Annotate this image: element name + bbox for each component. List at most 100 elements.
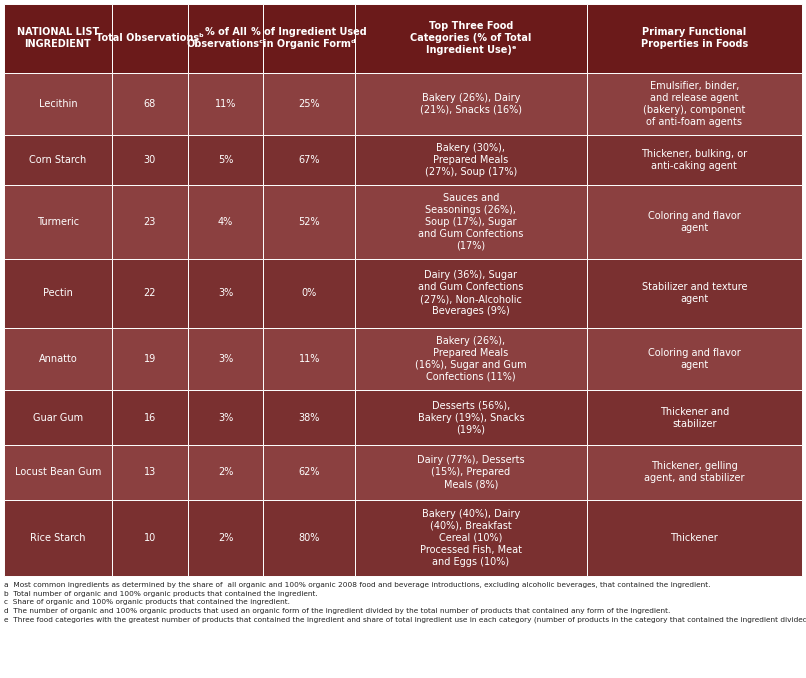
Text: 13: 13 — [143, 467, 156, 477]
Text: 30: 30 — [143, 155, 156, 165]
Bar — [112, 259, 188, 327]
Bar — [112, 135, 188, 184]
Text: Emulsifier, binder,
and release agent
(bakery), component
of anti-foam agents: Emulsifier, binder, and release agent (b… — [643, 81, 746, 127]
Text: 3%: 3% — [218, 412, 233, 422]
Bar — [112, 390, 188, 445]
Text: 2%: 2% — [218, 467, 233, 477]
Text: 4%: 4% — [218, 217, 233, 226]
Bar — [188, 445, 264, 500]
Text: d  The number of organic and 100% organic products that used an organic form of : d The number of organic and 100% organic… — [4, 608, 671, 614]
Bar — [355, 390, 587, 445]
Text: 10: 10 — [143, 533, 156, 543]
Text: Corn Starch: Corn Starch — [29, 155, 86, 165]
Bar — [355, 73, 587, 135]
Text: c  Share of organic and 100% organic products that contained the ingredient.: c Share of organic and 100% organic prod… — [4, 599, 290, 605]
Bar — [112, 327, 188, 390]
Bar — [587, 259, 802, 327]
Text: 80%: 80% — [298, 533, 320, 543]
Bar — [188, 500, 264, 576]
Text: e  Three food categories with the greatest number of products that contained the: e Three food categories with the greates… — [4, 617, 806, 623]
Text: 52%: 52% — [298, 217, 320, 226]
Text: Bakery (26%),
Prepared Meals
(16%), Sugar and Gum
Confections (11%): Bakery (26%), Prepared Meals (16%), Suga… — [415, 336, 526, 382]
Bar — [188, 259, 264, 327]
Text: 3%: 3% — [218, 354, 233, 364]
Text: 22: 22 — [143, 288, 156, 298]
Bar — [188, 390, 264, 445]
Bar — [355, 327, 587, 390]
Text: % of All
Observationsᶜ: % of All Observationsᶜ — [187, 27, 264, 49]
Bar — [4, 390, 112, 445]
Text: NATIONAL LIST
INGREDIENT: NATIONAL LIST INGREDIENT — [17, 27, 99, 49]
Text: a  Most common ingredients as determined by the share of  all organic and 100% o: a Most common ingredients as determined … — [4, 582, 711, 588]
Text: Coloring and flavor
agent: Coloring and flavor agent — [648, 348, 741, 370]
Text: 67%: 67% — [298, 155, 320, 165]
Text: 16: 16 — [143, 412, 156, 422]
Bar — [112, 445, 188, 500]
Text: Thickener, bulking, or
anti-caking agent: Thickener, bulking, or anti-caking agent — [642, 148, 747, 171]
Text: Bakery (26%), Dairy
(21%), Snacks (16%): Bakery (26%), Dairy (21%), Snacks (16%) — [420, 93, 521, 115]
Bar — [264, 445, 355, 500]
Text: Top Three Food
Categories (% of Total
Ingredient Use)ᵉ: Top Three Food Categories (% of Total In… — [410, 21, 531, 56]
Bar — [264, 500, 355, 576]
Bar — [355, 259, 587, 327]
Bar — [188, 184, 264, 259]
Bar — [4, 500, 112, 576]
Text: Guar Gum: Guar Gum — [33, 412, 83, 422]
Bar — [355, 4, 587, 73]
Bar — [355, 135, 587, 184]
Text: Annatto: Annatto — [39, 354, 77, 364]
Bar — [112, 184, 188, 259]
Bar — [587, 184, 802, 259]
Text: Coloring and flavor
agent: Coloring and flavor agent — [648, 211, 741, 233]
Text: Primary Functional
Properties in Foods: Primary Functional Properties in Foods — [641, 27, 748, 49]
Bar — [188, 73, 264, 135]
Text: Bakery (40%), Dairy
(40%), Breakfast
Cereal (10%)
Processed Fish, Meat
and Eggs : Bakery (40%), Dairy (40%), Breakfast Cer… — [420, 509, 521, 567]
Bar — [264, 73, 355, 135]
Bar — [355, 500, 587, 576]
Text: Dairy (36%), Sugar
and Gum Confections
(27%), Non-Alcoholic
Beverages (9%): Dairy (36%), Sugar and Gum Confections (… — [418, 271, 524, 316]
Text: 3%: 3% — [218, 288, 233, 298]
Bar — [587, 4, 802, 73]
Text: Thickener, gelling
agent, and stabilizer: Thickener, gelling agent, and stabilizer — [644, 461, 745, 483]
Bar — [188, 135, 264, 184]
Bar — [4, 327, 112, 390]
Bar — [4, 445, 112, 500]
Text: Lecithin: Lecithin — [39, 99, 77, 108]
Text: Dairy (77%), Desserts
(15%), Prepared
Meals (8%): Dairy (77%), Desserts (15%), Prepared Me… — [417, 456, 525, 490]
Text: Rice Starch: Rice Starch — [30, 533, 85, 543]
Text: 11%: 11% — [214, 99, 236, 108]
Text: 5%: 5% — [218, 155, 233, 165]
Bar — [264, 327, 355, 390]
Bar — [587, 135, 802, 184]
Bar — [112, 500, 188, 576]
Text: Bakery (30%),
Prepared Meals
(27%), Soup (17%): Bakery (30%), Prepared Meals (27%), Soup… — [425, 143, 517, 177]
Text: Thickener: Thickener — [671, 533, 718, 543]
Bar — [355, 184, 587, 259]
Text: Total Observationsᵇ: Total Observationsᵇ — [96, 33, 203, 43]
Bar — [112, 4, 188, 73]
Bar — [587, 390, 802, 445]
Text: Turmeric: Turmeric — [37, 217, 79, 226]
Bar — [188, 327, 264, 390]
Text: Stabilizer and texture
agent: Stabilizer and texture agent — [642, 282, 747, 304]
Text: 68: 68 — [143, 99, 156, 108]
Text: 0%: 0% — [301, 288, 317, 298]
Bar — [264, 184, 355, 259]
Text: Locust Bean Gum: Locust Bean Gum — [15, 467, 101, 477]
Bar — [355, 445, 587, 500]
Bar — [587, 500, 802, 576]
Text: % of Ingredient Used
in Organic Formᵈ: % of Ingredient Used in Organic Formᵈ — [251, 27, 367, 49]
Bar — [264, 259, 355, 327]
Bar — [4, 184, 112, 259]
Bar — [264, 4, 355, 73]
Text: Sauces and
Seasonings (26%),
Soup (17%), Sugar
and Gum Confections
(17%): Sauces and Seasonings (26%), Soup (17%),… — [418, 193, 524, 251]
Bar — [112, 73, 188, 135]
Text: 25%: 25% — [298, 99, 320, 108]
Text: 38%: 38% — [298, 412, 320, 422]
Bar — [264, 135, 355, 184]
Text: 11%: 11% — [298, 354, 320, 364]
Text: 19: 19 — [143, 354, 156, 364]
Bar — [4, 259, 112, 327]
Text: Pectin: Pectin — [43, 288, 73, 298]
Bar — [587, 445, 802, 500]
